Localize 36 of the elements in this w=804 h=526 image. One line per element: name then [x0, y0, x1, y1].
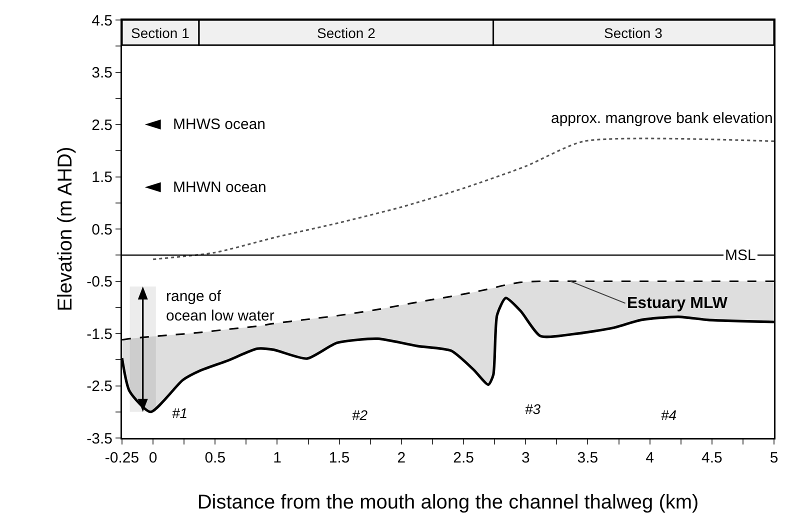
x-tick-label: 2 — [397, 450, 406, 466]
band-label: Section 2 — [317, 25, 376, 41]
y-tick-label: 4.5 — [92, 12, 112, 30]
x-tick-label: 1.5 — [328, 450, 350, 466]
x-tick-label: 1 — [273, 450, 282, 466]
annotation: #3 — [525, 401, 541, 417]
x-tick-label: 3.5 — [577, 450, 598, 466]
x-tick-label: -0.25 — [104, 450, 140, 466]
annotation: #4 — [661, 407, 677, 423]
annotation: MHWN ocean — [173, 179, 266, 196]
ref-line-label: MSL — [725, 247, 756, 264]
y-tick-label: -2.5 — [86, 378, 112, 395]
y-tick-label: -0.5 — [86, 274, 112, 290]
y-tick-label: 2.5 — [92, 116, 112, 134]
y-axis-title: Elevation (m AHD) — [54, 146, 76, 312]
y-tick-label: 1.5 — [92, 169, 112, 186]
x-tick-label: 0.5 — [204, 450, 226, 466]
band-label: Section 1 — [131, 25, 190, 41]
x-tick-label: 3 — [521, 450, 530, 466]
band-label: range of ocean low water — [166, 288, 274, 324]
y-tick-label: 3.5 — [92, 64, 112, 82]
x-tick-label: 5 — [770, 450, 778, 466]
x-tick-label: 4.5 — [701, 450, 722, 466]
x-tick-label: 0 — [148, 450, 158, 466]
annotation: approx. mangrove bank elevation — [551, 110, 773, 127]
y-tick-label: 0.5 — [92, 221, 112, 238]
y-tick-label: -3.5 — [86, 430, 112, 448]
annotation: MHWS ocean — [173, 116, 266, 133]
y-tick-label: -1.5 — [86, 326, 112, 343]
annotation: #1 — [172, 405, 188, 421]
band-label: Section 3 — [604, 25, 663, 41]
x-axis-title: Distance from the mouth along the channel thalweg (km) — [197, 492, 699, 514]
annotation: Estuary MLW — [627, 295, 728, 312]
annotation: #2 — [352, 407, 368, 423]
x-tick-label: 2.5 — [453, 450, 474, 466]
x-tick-label: 4 — [646, 450, 654, 466]
